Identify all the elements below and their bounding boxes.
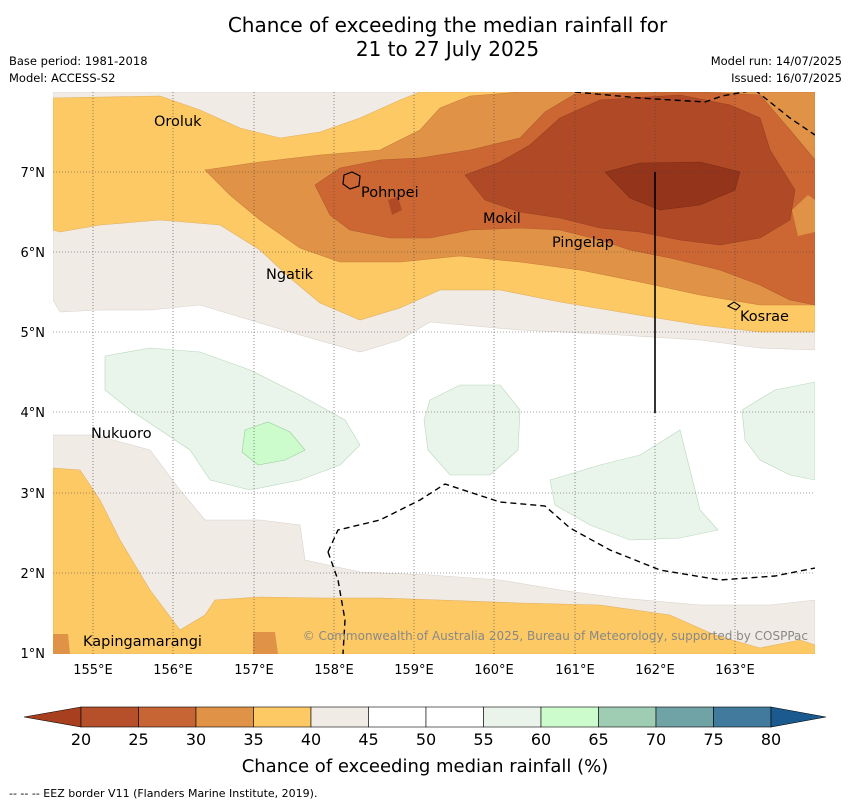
pohnpei-island [342, 171, 361, 190]
colorbar-cell [368, 706, 427, 728]
base-period: Base period: 1981-2018 [9, 54, 148, 68]
lat-tick: 7°N [21, 166, 46, 181]
lat-tick: 4°N [21, 406, 46, 421]
colorbar-cell [483, 706, 542, 728]
contour-40-south [53, 467, 815, 654]
colorbar-label: 75 [703, 730, 723, 749]
issued-date: Issued: 16/07/2025 [731, 71, 842, 85]
lon-tick: 162°E [635, 663, 675, 678]
lat-tick: 5°N [21, 326, 46, 341]
model-name: Model: ACCESS-S2 [9, 71, 116, 85]
lon-tick: 155°E [73, 663, 113, 678]
lat-tick: 1°N [21, 647, 46, 662]
colorbar-cell [655, 706, 714, 728]
meta-right: Model run: 14/07/2025 Issued: 16/07/2025 [711, 53, 842, 87]
place-ngatik: Ngatik [266, 267, 314, 283]
colorbar-label: 40 [301, 730, 321, 749]
place-kapingamarangi: Kapingamarangi [83, 634, 202, 650]
colorbar-title: Chance of exceeding median rainfall (%) [242, 756, 609, 777]
contour-20-north [604, 161, 741, 211]
place-oroluk: Oroluk [154, 114, 202, 130]
colorbar-cell [713, 706, 772, 728]
title-line-1: Chance of exceeding the median rainfall … [227, 13, 668, 37]
contour-55-central [423, 384, 521, 476]
colorbar-label: 45 [358, 730, 378, 749]
colorbar-extend-high [770, 706, 827, 728]
place-labels: Oroluk Pohnpei Mokil Pingelap Ngatik Kos… [83, 114, 789, 650]
lon-tick: 161°E [555, 663, 595, 678]
lon-ticks: 155°E 156°E 157°E 158°E 159°E 160°E 161°… [73, 663, 755, 678]
colorbar: 20 25 30 35 40 45 50 55 60 65 70 75 80 Chance of exc… [23, 706, 827, 777]
colorbar-extend-low [23, 706, 82, 728]
colorbar-cell [425, 706, 484, 728]
colorbar-label: 25 [128, 730, 148, 749]
colorbar-label: 70 [646, 730, 666, 749]
colorbar-cell [310, 706, 369, 728]
lon-tick: 157°E [234, 663, 274, 678]
contour-pocket-east [792, 195, 815, 236]
lon-tick: 158°E [314, 663, 354, 678]
lat-tick: 6°N [21, 246, 46, 261]
graticule [53, 92, 815, 654]
colorbar-cell [253, 706, 312, 728]
colorbar-label: 80 [761, 730, 781, 749]
kosrae-island [726, 301, 741, 311]
meta-left: Base period: 1981-2018 Model: ACCESS-S2 [9, 53, 148, 87]
contour-60 [241, 421, 306, 466]
lon-tick: 160°E [474, 663, 514, 678]
colorbar-label: 60 [531, 730, 551, 749]
copyright-notice: © Commonwealth of Australia 2025, Bureau… [303, 629, 808, 643]
colorbar-cell [540, 706, 599, 728]
colorbar-label: 50 [416, 730, 436, 749]
place-nukuoro: Nukuoro [91, 426, 152, 442]
place-pohnpei: Pohnpei [361, 185, 419, 201]
place-kosrae: Kosrae [740, 309, 789, 325]
colorbar-cell [598, 706, 657, 728]
contour-55-east [549, 429, 719, 541]
contour-spot [388, 197, 402, 215]
footnote: -- -- -- EEZ border V11 (Flanders Marine… [9, 787, 318, 800]
lon-tick: 163°E [715, 663, 755, 678]
colorbar-label: 35 [243, 730, 263, 749]
map-area: Oroluk Pohnpei Mokil Pingelap Ngatik Kos… [53, 92, 815, 654]
colorbar-label: 65 [588, 730, 608, 749]
lon-tick: 159°E [394, 663, 434, 678]
model-run: Model run: 14/07/2025 [710, 54, 842, 68]
contour-35-south [53, 634, 70, 654]
place-pingelap: Pingelap [552, 235, 614, 251]
colorbar-label: 30 [186, 730, 206, 749]
lat-ticks: 7°N 6°N 5°N 4°N 3°N 2°N 1°N [21, 166, 46, 662]
eez-border [327, 92, 815, 654]
colorbar-cell [195, 706, 254, 728]
lon-tick: 156°E [153, 663, 193, 678]
map-title: Chance of exceeding the median rainfall … [0, 13, 850, 61]
colorbar-cell [80, 706, 139, 728]
colorbar-label: 55 [473, 730, 493, 749]
colorbar-cell [138, 706, 197, 728]
colorbar-label: 20 [71, 730, 91, 749]
place-mokil: Mokil [483, 211, 521, 227]
title-line-2: 21 to 27 July 2025 [355, 37, 540, 61]
contour-35-south-2 [253, 632, 278, 654]
contour-55-far-east [741, 381, 815, 481]
lat-tick: 3°N [21, 487, 46, 502]
lat-tick: 2°N [21, 567, 46, 582]
